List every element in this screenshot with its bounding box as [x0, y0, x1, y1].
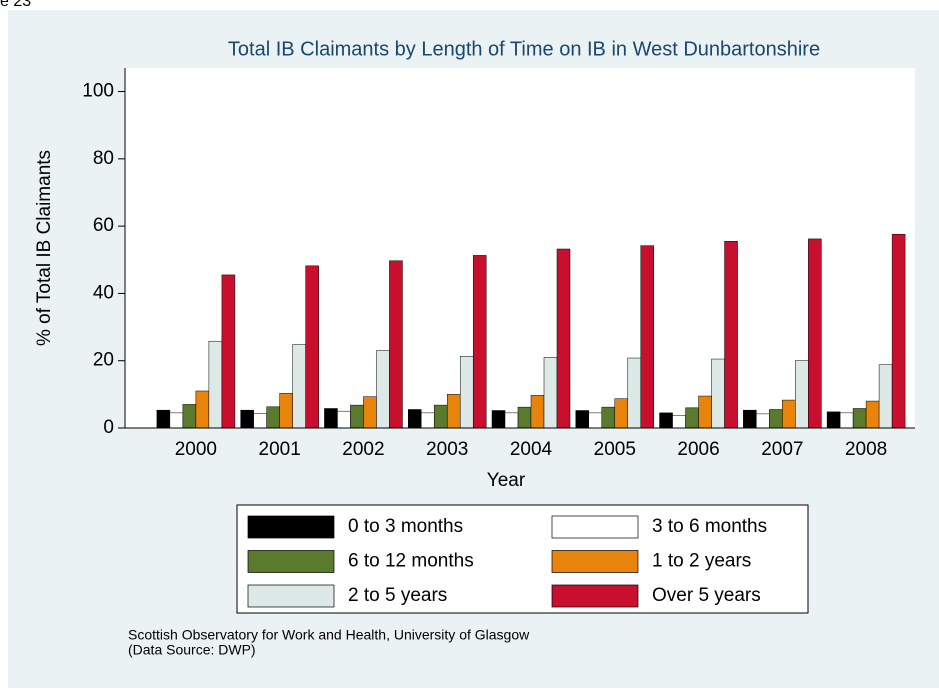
bar — [305, 265, 319, 429]
legend-label: 2 to 5 years — [348, 585, 447, 606]
chart-title: Total IB Claimants by Length of Time on … — [228, 38, 820, 60]
bar — [659, 412, 673, 429]
x-tick-label: 2000 — [175, 439, 217, 460]
bar — [253, 413, 267, 429]
caption: e 23 — [0, 0, 31, 10]
legend-swatch — [551, 550, 639, 573]
y-tick-label: 60 — [93, 215, 114, 236]
legend-label: 0 to 3 months — [348, 516, 463, 537]
bar — [350, 404, 364, 429]
legend-swatch — [247, 584, 335, 608]
y-tick-label: 0 — [103, 417, 114, 438]
bar — [711, 358, 725, 429]
bar — [865, 400, 880, 429]
bar — [698, 395, 712, 429]
bar — [407, 409, 422, 429]
bar — [208, 340, 223, 429]
bar — [266, 406, 280, 429]
bar — [491, 410, 506, 429]
bar — [852, 408, 867, 429]
bar — [337, 410, 351, 429]
bar — [240, 409, 254, 429]
bar — [363, 396, 377, 429]
bar — [389, 260, 403, 429]
bar — [182, 404, 197, 429]
bar — [575, 410, 590, 429]
legend-swatch — [551, 515, 639, 539]
x-tick-label: 2006 — [677, 439, 719, 460]
bar — [826, 411, 841, 429]
bar — [839, 412, 854, 429]
bar — [891, 233, 906, 429]
bar — [685, 407, 699, 429]
legend-label: 3 to 6 months — [652, 516, 767, 537]
y-tick-label: 100 — [82, 81, 114, 102]
legend-swatch — [551, 584, 639, 608]
bar — [376, 350, 390, 429]
bar — [601, 406, 616, 429]
bar — [221, 274, 236, 429]
y-axis-label: % of Total IB Claimants — [34, 150, 55, 346]
x-tick-label: 2001 — [259, 439, 301, 460]
x-tick-label: 2005 — [594, 439, 636, 460]
bar — [724, 241, 738, 429]
bar — [588, 412, 603, 429]
bar — [614, 398, 629, 429]
bar — [459, 356, 474, 429]
bar — [543, 357, 558, 429]
bar — [640, 245, 655, 429]
bar — [324, 408, 338, 429]
x-tick-label: 2007 — [761, 439, 803, 460]
legend-label: Over 5 years — [652, 585, 761, 606]
bar — [169, 412, 184, 429]
bar — [530, 395, 545, 429]
y-tick-label: 80 — [93, 148, 114, 169]
bar — [279, 393, 293, 429]
y-tick-label: 40 — [93, 282, 114, 303]
x-axis-label: Year — [487, 470, 526, 491]
x-tick-label: 2008 — [845, 439, 887, 460]
x-tick-label: 2002 — [342, 439, 384, 460]
x-tick-label: 2004 — [510, 439, 553, 460]
bar — [420, 412, 435, 429]
bar — [433, 404, 448, 429]
bar — [156, 409, 171, 429]
legend-swatch — [247, 515, 335, 539]
footnote: Scottish Observatory for Work and Health… — [128, 627, 530, 643]
bar — [878, 364, 893, 429]
bar — [556, 248, 571, 429]
bar — [517, 406, 532, 429]
y-tick-label: 20 — [93, 350, 114, 371]
x-tick-label: 2003 — [426, 439, 468, 460]
bar — [756, 413, 770, 429]
bar — [446, 394, 461, 429]
bar — [795, 360, 809, 429]
legend-label: 6 to 12 months — [348, 551, 474, 572]
footnote: (Data Source: DWP) — [128, 642, 256, 658]
bar — [672, 415, 686, 429]
legend-label: 1 to 2 years — [652, 551, 751, 572]
bar — [743, 409, 757, 429]
legend-swatch — [247, 550, 335, 573]
plot-area — [125, 68, 915, 428]
bar — [808, 238, 822, 429]
bar — [472, 255, 487, 429]
bar — [627, 357, 642, 429]
bar — [292, 344, 306, 429]
bar — [782, 399, 796, 429]
bar — [195, 390, 210, 429]
bar — [769, 409, 783, 429]
bar — [504, 412, 519, 429]
